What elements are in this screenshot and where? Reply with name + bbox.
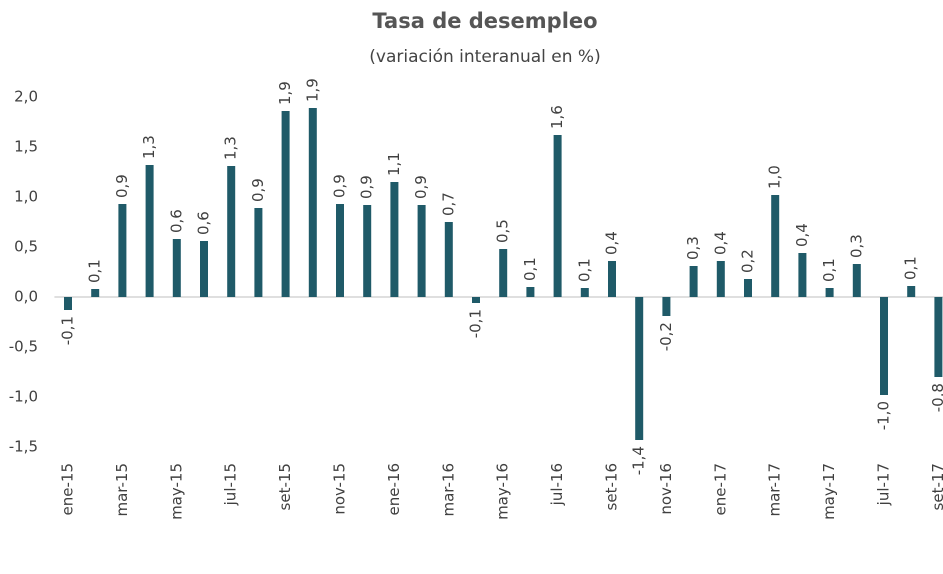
bar: [118, 204, 127, 297]
bar: [91, 289, 100, 297]
data-label: 0,7: [439, 192, 457, 216]
x-tick-label: set-17: [929, 463, 943, 510]
x-tick-label: ene-15: [59, 463, 77, 515]
data-label: 1,9: [276, 81, 294, 105]
bar: [825, 288, 834, 297]
y-tick-label: -0,5: [9, 338, 38, 356]
data-label: -0,2: [657, 322, 675, 351]
x-tick-label: jul-15: [222, 463, 240, 506]
data-label: 1,6: [548, 105, 566, 129]
bar: [635, 297, 644, 440]
bar: [145, 165, 154, 297]
data-label: 1,9: [303, 78, 321, 102]
data-label: -0,8: [929, 383, 943, 412]
y-tick-label: -1,0: [9, 388, 38, 406]
data-label: 0,9: [358, 175, 376, 199]
data-label: 0,2: [739, 249, 757, 273]
bar: [798, 253, 807, 297]
data-label: 0,1: [820, 258, 838, 282]
x-tick-label: nov-15: [331, 463, 349, 515]
chart-title: Tasa de desempleo: [372, 9, 597, 33]
data-label: 0,6: [167, 209, 185, 233]
y-tick-label: -1,5: [9, 438, 38, 456]
bar: [64, 297, 72, 310]
bar: [771, 195, 780, 297]
x-tick-label: may-17: [820, 463, 838, 520]
data-label: -0,1: [467, 309, 485, 338]
x-tick-label: jul-16: [548, 463, 566, 506]
data-label: 0,6: [195, 211, 213, 235]
data-label: 0,9: [113, 174, 131, 198]
bar: [200, 241, 208, 297]
bar: [852, 264, 861, 297]
bar: [472, 297, 480, 303]
data-label: 0,4: [603, 231, 621, 255]
bar: [580, 288, 589, 297]
bar: [308, 108, 317, 297]
bar: [662, 297, 671, 316]
x-tick-label: mar-15: [113, 463, 131, 517]
bar: [689, 266, 698, 297]
bar: [363, 205, 372, 297]
data-label: 0,1: [575, 258, 593, 282]
x-tick-label: may-15: [167, 463, 185, 520]
data-label: 0,9: [249, 178, 267, 202]
data-label: -1,0: [875, 401, 893, 430]
data-label: 1,0: [766, 165, 784, 189]
y-tick-label: 0,0: [14, 288, 38, 306]
bar: [390, 182, 399, 297]
bar: [716, 261, 725, 297]
y-tick-label: 1,0: [14, 188, 38, 206]
data-label: 1,3: [222, 136, 240, 160]
data-label: 0,5: [494, 219, 512, 243]
data-label: 0,3: [847, 234, 865, 258]
x-tick-label: ene-17: [711, 463, 729, 515]
data-label: 0,1: [521, 257, 539, 281]
data-label: 0,4: [793, 223, 811, 247]
bar: [907, 286, 916, 297]
bar: [281, 111, 290, 297]
data-label: -1,4: [630, 446, 648, 475]
bar: [744, 279, 752, 297]
bar: [608, 261, 616, 297]
data-label: 0,3: [684, 236, 702, 260]
data-label: 1,3: [140, 135, 158, 159]
bar: [934, 297, 943, 377]
bar: [172, 239, 181, 297]
bar: [336, 204, 344, 297]
data-label: 0,1: [902, 256, 920, 280]
x-tick-label: set-15: [276, 463, 294, 510]
x-tick-label: mar-17: [766, 463, 784, 517]
chart-subtitle: (variación interanual en %): [369, 47, 600, 67]
bar: [880, 297, 888, 395]
bar: [499, 249, 508, 297]
data-label: 0,9: [331, 174, 349, 198]
x-tick-label: set-16: [603, 463, 621, 510]
x-tick-label: nov-16: [657, 463, 675, 515]
bar: [444, 222, 453, 297]
bar: [254, 208, 263, 297]
bar: [227, 166, 236, 297]
y-tick-label: 1,5: [14, 138, 38, 156]
data-label: -0,1: [59, 316, 77, 345]
data-label: 0,4: [711, 231, 729, 255]
data-label: 1,1: [385, 152, 403, 176]
x-tick-label: mar-16: [439, 463, 457, 517]
y-tick-label: 2,0: [14, 88, 38, 106]
x-tick-label: jul-17: [875, 463, 893, 506]
y-tick-label: 0,5: [14, 238, 38, 256]
x-tick-label: ene-16: [385, 463, 403, 515]
bar: [526, 287, 535, 297]
data-label: 0,1: [86, 259, 104, 283]
bar: [417, 205, 426, 297]
bar: [553, 135, 562, 297]
x-tick-label: may-16: [494, 463, 512, 520]
data-label: 0,9: [412, 175, 430, 199]
